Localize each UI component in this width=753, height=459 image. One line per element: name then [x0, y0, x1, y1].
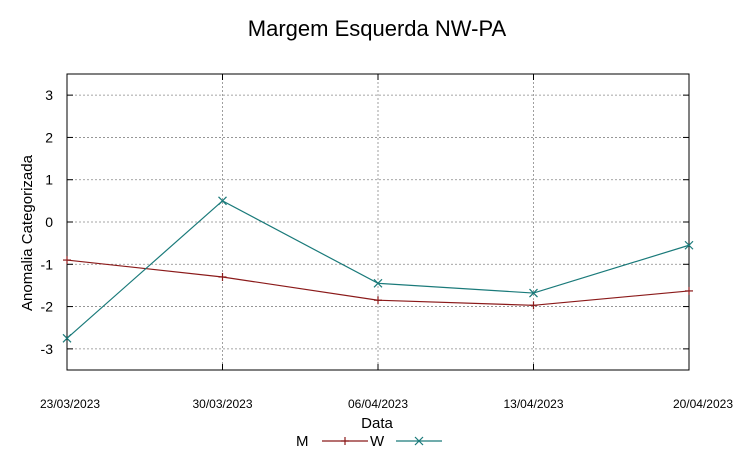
x-axis-ticks: 23/03/2023 30/03/2023 06/04/2023 13/04/2023… [40, 74, 733, 411]
y-tick-label: -1 [41, 256, 54, 272]
data-point-M [685, 286, 693, 295]
y-tick-label: 3 [45, 87, 53, 103]
data-point-M [218, 272, 227, 281]
y-tick-label: 2 [45, 129, 53, 145]
series-group [62, 196, 694, 343]
x-tick-label: 06/04/2023 [348, 397, 408, 411]
chart-title: Margem Esquerda NW-PA [248, 16, 507, 41]
gridlines [66, 74, 690, 370]
x-tick-label: 13/04/2023 [503, 397, 563, 411]
legend-marker-M [341, 437, 349, 445]
legend-label-M: M [296, 433, 309, 450]
data-point-W [529, 288, 538, 298]
x-tick-label: 20/04/2023 [673, 397, 733, 411]
legend-marker-W [414, 436, 424, 446]
data-point-W [62, 333, 72, 343]
y-axis-ticks: 3 2 1 0 -1 -2 -3 [41, 87, 689, 357]
x-axis-label: Data [361, 415, 393, 432]
data-point-W [218, 196, 227, 206]
y-tick-label: 0 [45, 214, 53, 230]
data-point-M [63, 256, 71, 265]
legend-label-W: W [370, 433, 385, 450]
data-point-M [529, 301, 538, 310]
x-tick-label: 23/03/2023 [40, 397, 100, 411]
data-point-M [374, 296, 382, 305]
data-point-W [684, 240, 694, 250]
y-axis-label: Anomalia Categorizada [19, 154, 36, 311]
x-tick-label: 30/03/2023 [192, 397, 252, 411]
y-tick-label: 1 [45, 172, 53, 188]
data-point-W [373, 278, 383, 288]
y-tick-label: -2 [41, 299, 54, 315]
y-tick-label: -3 [41, 341, 54, 357]
series-line-W [66, 200, 690, 339]
